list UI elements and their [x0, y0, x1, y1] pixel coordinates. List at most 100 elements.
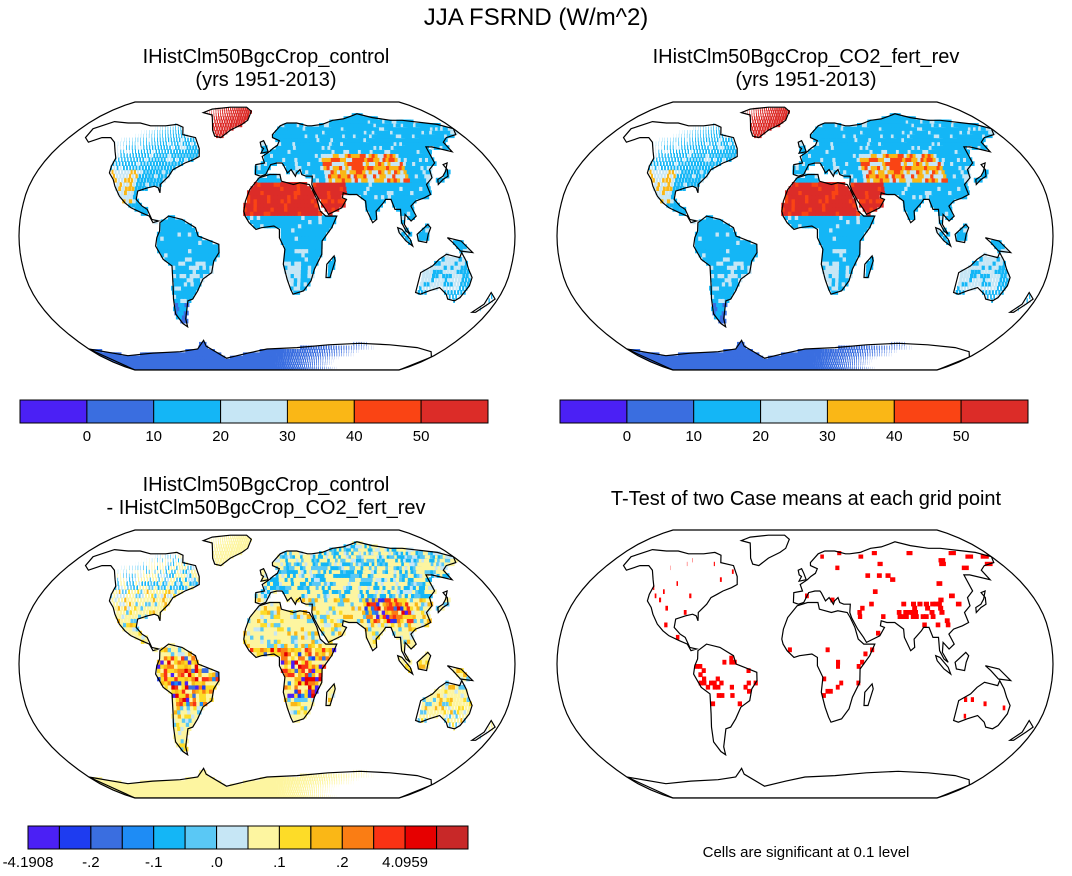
grid-cell [178, 134, 179, 138]
colorbar-tick-label: 10 [145, 428, 162, 445]
grid-cell [184, 228, 188, 233]
grid-cell [835, 286, 839, 291]
grid-cell [184, 145, 186, 150]
grid-cell [832, 261, 836, 266]
grid-cell [464, 265, 467, 270]
grid-cell [164, 232, 168, 237]
grid-cell [176, 157, 178, 162]
grid-cell [995, 290, 997, 295]
grid-cell [963, 273, 966, 278]
colorbar-swatch [87, 400, 154, 423]
grid-cell [237, 116, 239, 120]
grid-cell [988, 282, 991, 287]
panel-title-co2-fert-rev: IHistClm50BgcCrop_CO2_fert_rev (yrs 1951… [576, 46, 1036, 92]
grid-cell [301, 240, 305, 245]
grid-cell [132, 145, 133, 150]
grid-cell [284, 236, 288, 241]
grid-cell [281, 224, 285, 229]
grid-cell [976, 261, 979, 266]
grid-cell [433, 265, 436, 270]
grid-cell [449, 294, 451, 299]
grid-cell [163, 138, 164, 143]
grid-cell [832, 282, 836, 287]
grid-cell [301, 249, 305, 254]
grid-cell [962, 282, 965, 287]
grid-cell [228, 116, 230, 120]
grid-cell [139, 157, 141, 162]
grid-cell [126, 182, 129, 187]
grid-cell [176, 138, 177, 143]
grid-cell [144, 153, 146, 158]
grid-cell [425, 273, 428, 278]
grid-cell [140, 170, 142, 175]
grid-cell [119, 161, 121, 166]
grid-cell [232, 123, 234, 127]
grid-cell [284, 261, 288, 266]
colorbar-tick-label: 0 [83, 428, 91, 445]
grid-cell [123, 182, 126, 187]
grid-cell [288, 261, 292, 266]
grid-cell [294, 349, 296, 353]
grid-cell [190, 138, 192, 143]
grid-cell [289, 349, 291, 353]
grid-cell [437, 282, 440, 287]
grid-cell [127, 153, 128, 158]
grid-cell [999, 261, 1002, 266]
grid-cell [990, 294, 992, 299]
grid-cell [257, 195, 261, 200]
grid-cell [966, 278, 969, 283]
grid-cell [123, 145, 124, 150]
grid-cell [162, 130, 163, 134]
grid-cell [428, 278, 431, 283]
grid-cell [144, 161, 146, 166]
grid-cell [859, 346, 861, 350]
grid-cell [451, 261, 454, 266]
grid-cell [308, 219, 312, 224]
grid-cell [825, 273, 829, 278]
grid-cell [173, 134, 174, 138]
grid-cell [460, 269, 463, 274]
grid-cell [963, 278, 966, 283]
grid-cell [147, 178, 150, 183]
grid-cell [301, 224, 305, 229]
grid-cell [167, 166, 169, 171]
grid-cell [179, 157, 181, 162]
grid-cell [170, 157, 172, 162]
grid-cell [448, 257, 452, 262]
grid-cell [356, 346, 357, 350]
grid-cell [869, 346, 870, 350]
grid-cell [129, 174, 131, 179]
grid-cell [291, 257, 295, 262]
grid-cell [986, 261, 989, 266]
grid-cell [291, 269, 295, 274]
grid-cell [839, 261, 843, 266]
grid-cell [150, 153, 152, 158]
grid-cell [836, 261, 840, 266]
grid-cell [861, 346, 863, 350]
grid-cell [158, 174, 161, 179]
grid-cell [139, 182, 142, 187]
grid-cell [124, 153, 125, 158]
grid-cell [134, 170, 136, 175]
grid-cell [253, 211, 257, 216]
grid-cell [152, 145, 153, 150]
grid-cell [981, 269, 984, 274]
grid-cell [999, 278, 1002, 283]
grid-cell [250, 203, 254, 208]
grid-cell [984, 269, 987, 274]
grid-cell [129, 199, 132, 204]
grid-cell [130, 157, 132, 162]
grid-cell [294, 219, 298, 224]
grid-cell [173, 149, 175, 154]
grid-cell [300, 286, 304, 291]
grid-cell [187, 145, 189, 150]
grid-cell [121, 157, 122, 162]
grid-cell [171, 153, 173, 158]
grid-cell [270, 349, 273, 353]
grid-cell [165, 153, 167, 158]
grid-cell [1003, 278, 1006, 283]
grid-cell [122, 186, 125, 191]
grid-cell [832, 265, 836, 270]
grid-cell [984, 273, 987, 278]
